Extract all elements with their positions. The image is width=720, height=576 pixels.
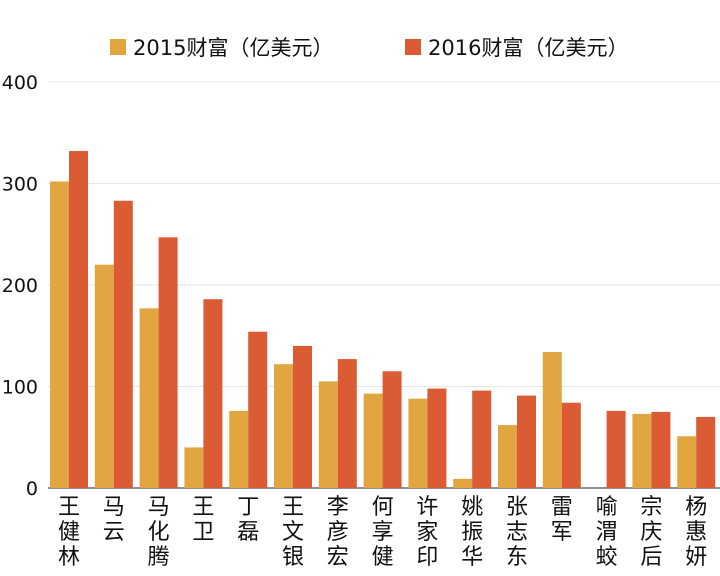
legend-label-2015: 2015财富（亿美元） (133, 36, 334, 60)
bar-2016 (293, 345, 312, 488)
bar-2015 (453, 478, 473, 488)
bar-2015 (50, 181, 69, 488)
bar-2015 (632, 413, 652, 488)
category-label: 姚振华 (461, 495, 483, 570)
category-label: 雷军 (551, 495, 573, 545)
bar-2016 (248, 331, 268, 488)
bar-2016 (651, 411, 671, 488)
bar-2015 (498, 425, 517, 488)
bar-2015 (363, 393, 383, 488)
bar-2016 (113, 200, 133, 488)
category-label: 王文银 (282, 495, 304, 570)
category-label: 张志东 (506, 495, 528, 570)
legend-swatch-2015 (110, 39, 126, 55)
bar-2015 (94, 264, 114, 488)
bar-2016 (69, 151, 88, 488)
y-tick-label: 300 (2, 174, 38, 196)
bar-2016 (158, 237, 178, 488)
y-tick-label: 100 (2, 377, 38, 399)
bar-2015 (408, 398, 428, 488)
bar-2016 (337, 359, 357, 488)
legend-item-2016: 2016财富（亿美元） (405, 32, 628, 62)
bar-2016 (606, 410, 626, 488)
legend-swatch-2016 (405, 39, 421, 55)
bar-2015 (139, 308, 159, 488)
category-label: 喻渭蛟 (596, 495, 618, 570)
chart-legend: 2015财富（亿美元） 2016财富（亿美元） (0, 32, 720, 60)
bar-2016 (561, 402, 581, 488)
bar-2016 (696, 416, 716, 488)
category-label: 李彦宏 (327, 495, 349, 570)
category-label: 王卫 (192, 495, 214, 545)
bar-2015 (677, 436, 697, 488)
bar-2016 (427, 388, 447, 488)
category-label: 杨惠妍 (685, 495, 707, 570)
category-label: 马云 (103, 495, 125, 545)
y-tick-label: 0 (26, 478, 38, 500)
category-label: 许家印 (416, 495, 438, 570)
bar-2016 (517, 395, 536, 488)
y-tick-label: 200 (2, 275, 38, 297)
bar-2016 (472, 390, 492, 488)
bar-2015 (542, 351, 562, 488)
category-label: 王健林 (58, 495, 80, 570)
y-tick-label: 400 (2, 72, 38, 94)
legend-item-2015: 2015财富（亿美元） (110, 32, 333, 62)
bar-2015 (229, 410, 249, 488)
bar-2015 (274, 364, 293, 488)
bar-2016 (203, 299, 223, 488)
category-label: 宗庆后 (640, 495, 662, 570)
legend-label-2016: 2016财富（亿美元） (428, 36, 629, 60)
bar-2016 (382, 371, 402, 488)
bar-2015 (184, 447, 204, 488)
category-label: 何享健 (372, 495, 394, 570)
category-label: 丁磊 (237, 495, 259, 545)
bar-2015 (318, 381, 338, 488)
category-label: 马化腾 (148, 495, 170, 570)
